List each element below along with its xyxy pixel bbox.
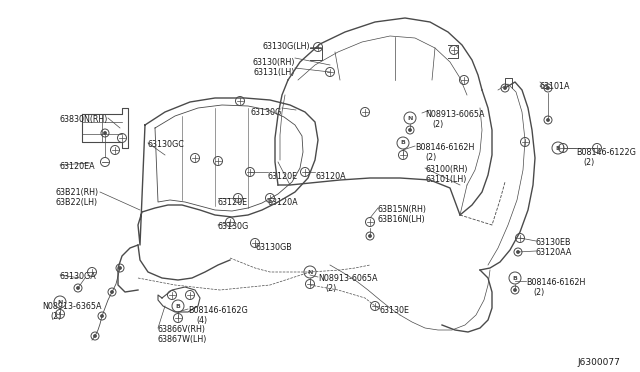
Text: 63100(RH): 63100(RH) bbox=[425, 165, 467, 174]
Text: (2): (2) bbox=[533, 288, 544, 297]
Text: N: N bbox=[407, 115, 413, 121]
Circle shape bbox=[547, 119, 549, 121]
Text: 63866V(RH): 63866V(RH) bbox=[158, 325, 206, 334]
Circle shape bbox=[547, 87, 549, 89]
Text: 63830N(RH): 63830N(RH) bbox=[60, 115, 108, 124]
Text: B: B bbox=[401, 141, 405, 145]
Text: 63101(LH): 63101(LH) bbox=[425, 175, 467, 184]
Text: J6300077: J6300077 bbox=[577, 358, 620, 367]
Text: 63867W(LH): 63867W(LH) bbox=[158, 335, 207, 344]
Text: 63B22(LH): 63B22(LH) bbox=[55, 198, 97, 207]
Text: 63120A: 63120A bbox=[315, 172, 346, 181]
Text: 63120E: 63120E bbox=[268, 172, 298, 181]
Text: B: B bbox=[513, 276, 517, 280]
Text: 63B21(RH): 63B21(RH) bbox=[55, 188, 98, 197]
Text: 63120EA: 63120EA bbox=[60, 162, 95, 171]
Text: 63120E: 63120E bbox=[218, 198, 248, 207]
Text: 63130GC: 63130GC bbox=[148, 140, 185, 149]
Text: 63130EB: 63130EB bbox=[536, 238, 572, 247]
Circle shape bbox=[514, 289, 516, 291]
Circle shape bbox=[111, 291, 113, 293]
Circle shape bbox=[77, 287, 79, 289]
Text: B08146-6162H: B08146-6162H bbox=[526, 278, 586, 287]
Text: 63131(LH): 63131(LH) bbox=[253, 68, 295, 77]
Text: (4): (4) bbox=[196, 316, 207, 325]
Text: N: N bbox=[58, 299, 63, 305]
Circle shape bbox=[369, 235, 371, 237]
Circle shape bbox=[101, 315, 103, 317]
Text: 63101A: 63101A bbox=[540, 82, 570, 91]
Text: 63120AA: 63120AA bbox=[536, 248, 572, 257]
Circle shape bbox=[104, 132, 106, 134]
Text: N08913-6365A: N08913-6365A bbox=[42, 302, 102, 311]
Text: 63130G: 63130G bbox=[218, 222, 249, 231]
Text: B: B bbox=[175, 304, 180, 308]
Text: (2): (2) bbox=[425, 153, 436, 162]
Circle shape bbox=[504, 87, 506, 89]
Text: B: B bbox=[556, 145, 561, 151]
Text: (2): (2) bbox=[583, 158, 595, 167]
Text: (2): (2) bbox=[50, 312, 61, 321]
Text: N08913-6065A: N08913-6065A bbox=[425, 110, 484, 119]
Circle shape bbox=[409, 129, 412, 131]
Text: N08913-6065A: N08913-6065A bbox=[318, 274, 378, 283]
Text: (2): (2) bbox=[325, 284, 336, 293]
Text: B08146-6162G: B08146-6162G bbox=[188, 306, 248, 315]
Text: 63B15N(RH): 63B15N(RH) bbox=[378, 205, 427, 214]
Circle shape bbox=[517, 251, 519, 253]
Text: 63130GA: 63130GA bbox=[60, 272, 97, 281]
Text: 63130(RH): 63130(RH) bbox=[253, 58, 295, 67]
Text: (2): (2) bbox=[432, 120, 444, 129]
Text: 63B16N(LH): 63B16N(LH) bbox=[378, 215, 426, 224]
Circle shape bbox=[119, 267, 121, 269]
Circle shape bbox=[94, 335, 96, 337]
Text: 63120A: 63120A bbox=[268, 198, 299, 207]
Text: 63130G(LH): 63130G(LH) bbox=[262, 42, 310, 51]
Text: N: N bbox=[307, 269, 313, 275]
Text: 63130GB: 63130GB bbox=[255, 243, 292, 252]
Text: 63130G: 63130G bbox=[251, 108, 282, 117]
Text: 63130E: 63130E bbox=[380, 306, 410, 315]
Text: B08146-6122G: B08146-6122G bbox=[576, 148, 636, 157]
Text: B08146-6162H: B08146-6162H bbox=[415, 143, 474, 152]
